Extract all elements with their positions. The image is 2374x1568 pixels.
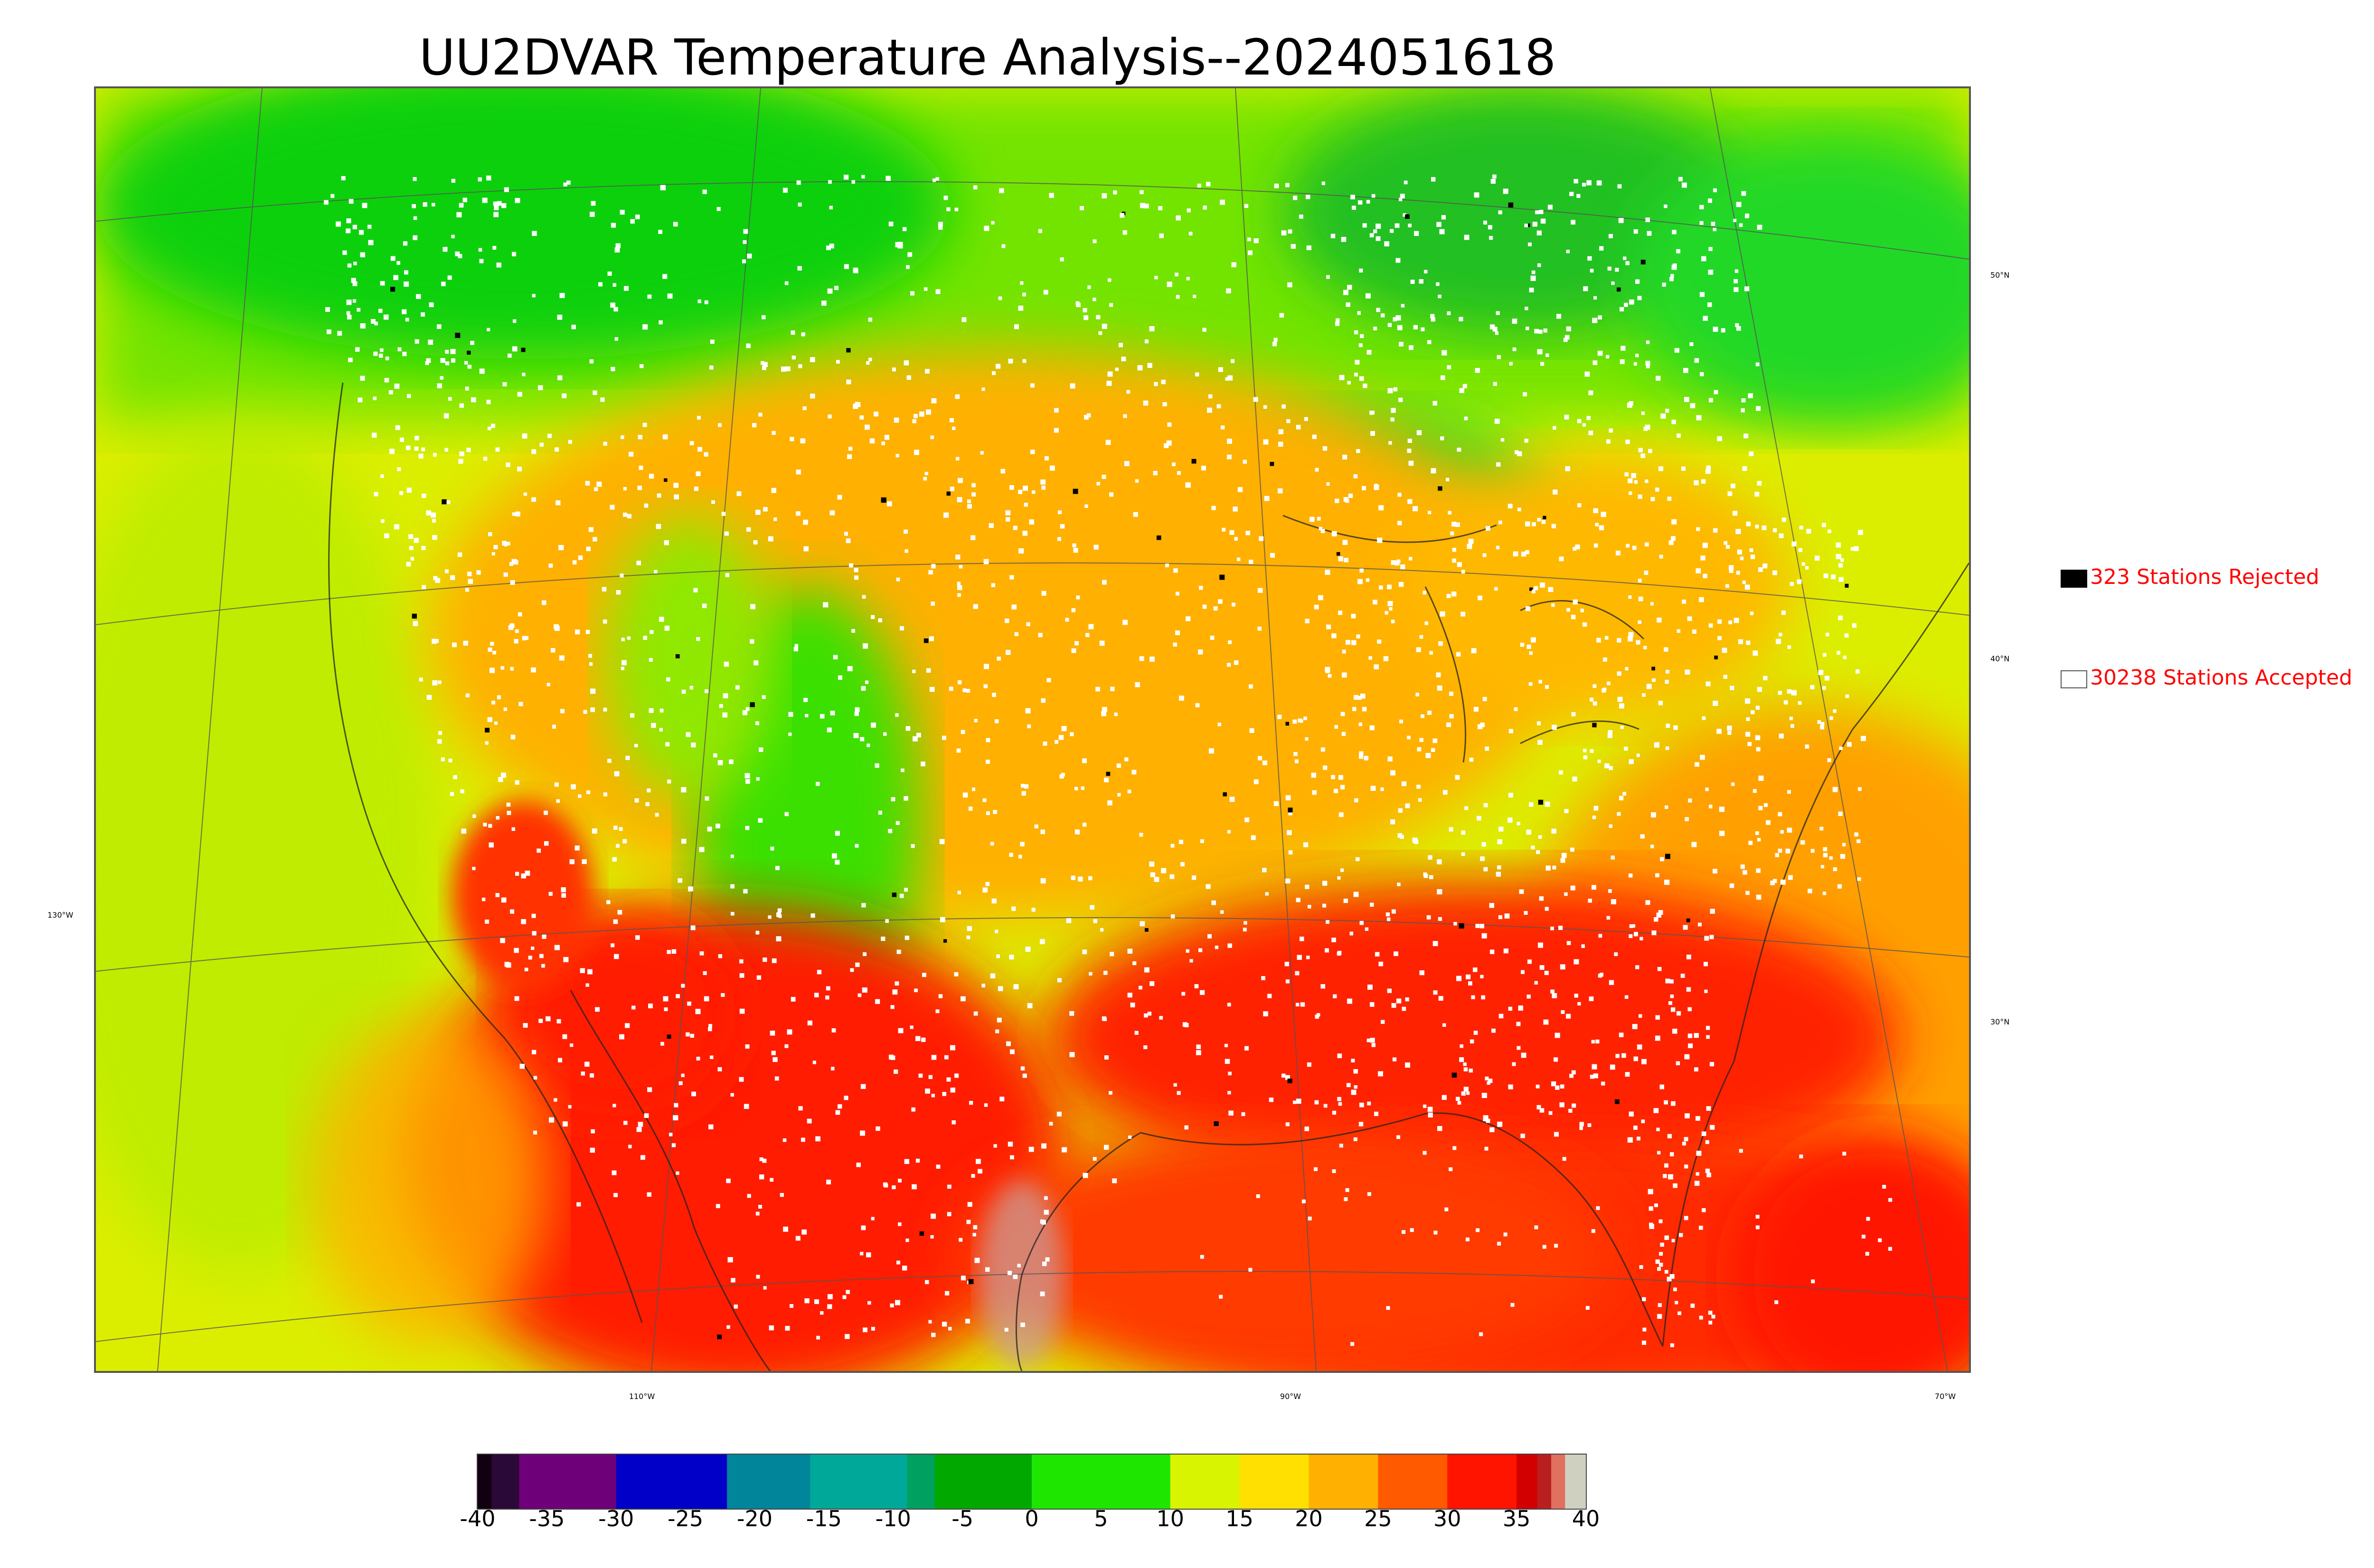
station-markers <box>324 174 1893 1347</box>
colorbar-tick-label: -10 <box>875 1506 911 1531</box>
colorbar-segment <box>1551 1455 1566 1509</box>
colorbar-tick-label: 10 <box>1156 1506 1185 1531</box>
colorbar-segment <box>1537 1455 1552 1509</box>
graticule <box>96 88 1969 1371</box>
colorbar-gradient <box>478 1455 1586 1509</box>
colorbar-segment <box>810 1455 908 1509</box>
map-title: UU2DVAR Temperature Analysis--2024051618 <box>419 28 1556 86</box>
accepted-label: 30238 Stations Accepted <box>2090 666 2353 690</box>
colorbar-segment <box>491 1455 520 1509</box>
colorbar-segment <box>478 1455 492 1509</box>
colorbar-segment <box>1239 1455 1309 1509</box>
lon-label-90w: 90°W <box>1280 1392 1301 1401</box>
colorbar-segment <box>934 1455 1032 1509</box>
accepted-swatch <box>2061 670 2087 688</box>
colorbar-tick-label: -35 <box>529 1506 565 1531</box>
colorbar <box>477 1454 1587 1510</box>
colorbar-tick-label: -5 <box>951 1506 974 1531</box>
colorbar-tick-label: -15 <box>806 1506 842 1531</box>
colorbar-segment <box>1447 1455 1517 1509</box>
rejected-swatch <box>2061 570 2087 588</box>
lon-label-70w: 70°W <box>1934 1392 1956 1401</box>
colorbar-tick-label: 25 <box>1364 1506 1392 1531</box>
lat-label-30n: 30°N <box>1990 1017 2010 1026</box>
colorbar-tick-label: 35 <box>1502 1506 1531 1531</box>
colorbar-tick-label: -40 <box>460 1506 496 1531</box>
colorbar-segment <box>1170 1455 1240 1509</box>
colorbar-tick-label: 40 <box>1572 1506 1600 1531</box>
coastlines <box>328 382 1969 1371</box>
lon-label-110w: 110°W <box>629 1392 655 1401</box>
colorbar-segment <box>1565 1455 1586 1509</box>
colorbar-segment <box>1309 1455 1379 1509</box>
colorbar-segment <box>1378 1455 1448 1509</box>
colorbar-tick-label: 0 <box>1025 1506 1039 1531</box>
lat-label-130w: 130°W <box>47 911 74 920</box>
colorbar-tick-label: -30 <box>598 1506 634 1531</box>
colorbar-tick-label: -20 <box>736 1506 773 1531</box>
colorbar-tick-label: 5 <box>1094 1506 1108 1531</box>
colorbar-segment <box>907 1455 935 1509</box>
colorbar-segment <box>519 1455 617 1509</box>
temperature-field <box>96 88 1969 1371</box>
colorbar-segment <box>1032 1455 1171 1509</box>
colorbar-tick-label: 30 <box>1433 1506 1461 1531</box>
colorbar-segment <box>616 1455 728 1509</box>
colorbar-tick-label: -25 <box>668 1506 704 1531</box>
colorbar-tick-label: 20 <box>1295 1506 1323 1531</box>
colorbar-segment <box>1517 1455 1538 1509</box>
lat-label-40n: 40°N <box>1990 654 2010 663</box>
temperature-map <box>94 86 1971 1373</box>
rejected-label: 323 Stations Rejected <box>2090 565 2319 589</box>
lat-label-50n: 50°N <box>1990 271 2010 280</box>
colorbar-tick-label: 15 <box>1225 1506 1253 1531</box>
colorbar-segment <box>727 1455 811 1509</box>
